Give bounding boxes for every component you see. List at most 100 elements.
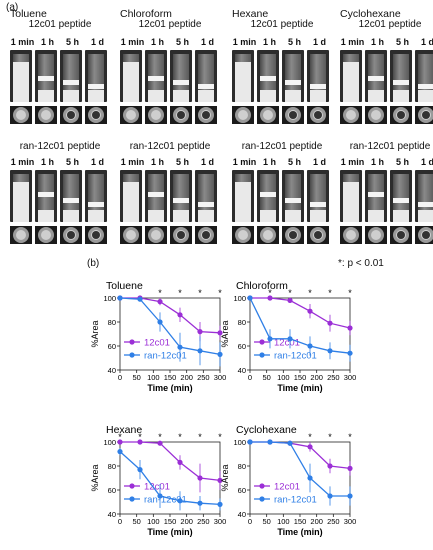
top-view-photo [85,226,107,244]
vial-fill [285,210,301,222]
vial-photos [232,50,329,102]
chart-title: Cyclohexane [236,424,297,436]
time-label: 5 h [175,157,189,167]
top-view-photo [35,106,57,124]
foam-band [418,202,433,207]
top-view-photos [340,226,433,244]
y-tick-label: 60 [108,342,116,351]
data-point [197,329,203,335]
top-view-photo [340,226,362,244]
data-point [287,336,293,342]
vial-fill [260,90,276,102]
vial-photo [415,170,433,222]
vial-photo [307,170,329,222]
time-labels: 1 min 1 h 5 h 1 d [120,157,220,167]
vial-fill [343,62,359,102]
legend-label: ran-12c01 [144,351,187,362]
vial-photos [120,170,217,222]
top-core [41,230,51,240]
data-point [217,477,223,483]
data-point [157,299,163,305]
time-label: 1 d [90,37,104,47]
top-view-photo [195,106,217,124]
x-axis-label: Time (min) [147,527,192,537]
data-point [197,475,203,481]
foam-band [88,202,104,207]
data-point [217,351,223,357]
top-dark-center [397,231,405,239]
x-tick-label: 150 [294,517,307,526]
x-tick-label: 100 [147,373,160,382]
time-labels: 1 min 1 h 5 h 1 d [120,37,220,47]
vial-fill [198,90,214,102]
significance-star: * [328,288,332,298]
significance-star: * [328,432,332,442]
vial-photos [10,170,107,222]
top-view-photo [60,226,82,244]
vial-fill [393,210,409,222]
vial-photo [170,170,192,222]
top-view-photo [307,106,329,124]
data-point [267,295,273,301]
vial-photo [390,170,412,222]
top-dark-center [67,231,75,239]
chart-title: Toluene [106,280,143,292]
significance-star: * [308,432,312,442]
top-core [126,110,136,120]
legend-label: 12c01 [144,482,170,493]
vial-photos [340,170,433,222]
time-label: 1 h [150,37,164,47]
significance-star: * [158,288,162,298]
legend-label: ran-12c01 [274,495,317,506]
time-label: 5 h [287,157,301,167]
data-point [267,336,273,342]
top-dark-center [92,231,100,239]
vial-photo [307,50,329,102]
vial-fill [38,210,54,222]
y-tick-label: 40 [108,366,116,375]
top-dark-center [177,111,185,119]
top-view-photo [195,226,217,244]
vial-photo [10,170,32,222]
time-labels: 1 min 1 h 5 h 1 d [232,157,332,167]
x-tick-label: 100 [277,517,290,526]
data-point [157,493,163,499]
time-label: 5 h [287,37,301,47]
y-tick-label: 80 [238,318,246,327]
significance-star: * [178,288,182,298]
legend-label: 12c01 [274,482,300,493]
x-tick-label: 300 [214,517,227,526]
top-dark-center [202,111,210,119]
data-point [157,440,163,446]
vial-fill [148,90,164,102]
significance-star: * [348,432,352,442]
time-label: 5 h [175,37,189,47]
significance-note: *: p < 0.01 [338,258,384,269]
vial-photo [365,50,387,102]
vial-photo [195,50,217,102]
y-tick-label: 60 [108,486,116,495]
top-view-photos [10,226,107,244]
time-label: 1 h [40,37,54,47]
top-view-photo [415,106,433,124]
vial-fill [173,90,189,102]
y-tick-label: 80 [108,462,116,471]
top-core [151,110,161,120]
time-label: 1 h [150,157,164,167]
foam-band [173,80,189,85]
foam-band [368,192,384,197]
top-view-photo [390,226,412,244]
top-dark-center [397,111,405,119]
top-view-photo [232,226,254,244]
x-tick-label: 250 [327,517,340,526]
legend-label: 12c01 [274,338,300,349]
peptide-label: ran-12c01 peptide [349,141,431,152]
top-core [346,230,356,240]
vial-photos [120,50,217,102]
time-label: 1 min [10,37,35,47]
y-tick-label: 60 [238,342,246,351]
top-core [41,110,51,120]
x-tick-label: 250 [327,373,340,382]
vial-photo [195,170,217,222]
vial-photos [340,50,433,102]
